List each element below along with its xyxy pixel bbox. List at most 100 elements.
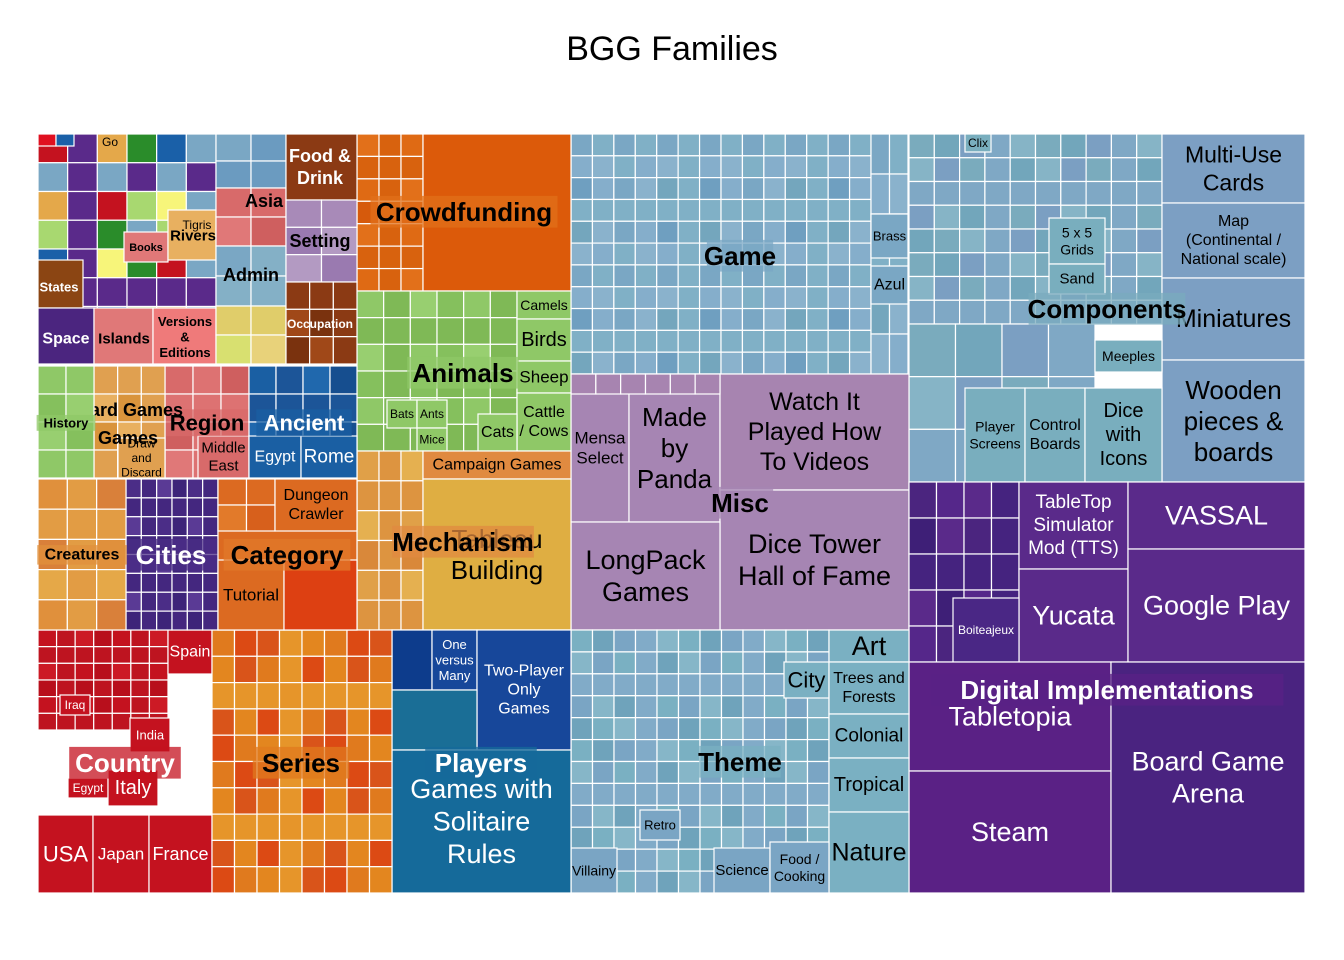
group-label-ancient: Ancient <box>264 411 345 436</box>
leaf-clix <box>964 133 992 153</box>
leaf-label-tigris: Tigris <box>183 218 212 232</box>
theme-cell <box>720 629 744 653</box>
theme-cell <box>634 629 658 653</box>
series-cell <box>278 655 303 684</box>
country-cell <box>55 646 76 664</box>
series-cell <box>256 787 281 815</box>
leaf-label-mice: Mice <box>419 433 445 447</box>
theme-cell <box>806 760 830 785</box>
game-cell <box>741 133 765 157</box>
game-cell <box>827 329 851 353</box>
leaf-label-italy: Italy <box>115 777 152 799</box>
components-cell <box>1136 133 1163 159</box>
theme-cell <box>656 870 680 894</box>
game-cell <box>677 177 701 201</box>
misc-small-cell <box>55 133 75 147</box>
series-cell <box>256 655 281 684</box>
group-label-occupation: Occupation <box>287 317 353 331</box>
leaf-label-tableau-building: Building <box>451 555 544 585</box>
game-cell <box>720 155 744 179</box>
group-label-ancient-label-bg <box>256 409 352 437</box>
leaf-label-tabletop-simulator-mod-tts: Mod (TTS) <box>1028 538 1119 559</box>
cities-cell <box>202 591 219 612</box>
group-label-digital-implementations-label-bg <box>930 673 1284 706</box>
components-cell <box>1047 323 1096 378</box>
group-label-series: Series <box>262 748 340 778</box>
leaf-label-player-screens: Player <box>975 419 1015 435</box>
group-label-islands: Islands <box>98 331 150 348</box>
cities-cell <box>202 572 219 593</box>
game-cell <box>784 307 808 331</box>
theme-cell <box>613 651 637 675</box>
cities-cell <box>171 591 188 612</box>
theme-cell <box>806 782 830 806</box>
theme-cell <box>613 629 637 653</box>
leaf-label-dice-tower-hall-of-fame: Dice Tower <box>748 529 881 559</box>
country-cell <box>148 679 169 698</box>
leaf-label-azul: Azul <box>874 277 905 294</box>
leaf-label-birds: Birds <box>521 329 567 351</box>
creatures-cell <box>37 508 68 541</box>
group-label-digital-implementations: Digital Implementations <box>960 675 1253 705</box>
game-cell <box>848 307 872 331</box>
leaf-vassal <box>1127 481 1306 550</box>
game-cell <box>698 286 722 310</box>
series-cell <box>368 629 393 657</box>
theme-cell <box>677 760 701 785</box>
series-cell <box>301 629 326 657</box>
crowdfunding-cell <box>400 245 424 270</box>
admin-cell <box>215 245 252 277</box>
country-cell <box>37 662 58 681</box>
leaf-label-control-boards: Boards <box>1030 436 1081 453</box>
digital-cell <box>908 553 938 591</box>
components-cell <box>933 204 961 230</box>
theme-cell <box>570 738 594 763</box>
leaf-art <box>828 629 910 663</box>
country-cell <box>111 712 132 731</box>
game-cell <box>827 220 851 244</box>
game-cell <box>591 220 615 244</box>
game-cell <box>613 264 636 288</box>
leaf-label-mensa-select: Mensa <box>574 428 626 447</box>
leaf-draw-and-discard <box>117 437 166 479</box>
leaf-label-google-play: Google Play <box>1143 591 1291 621</box>
game-cell <box>698 198 722 222</box>
game-cell <box>613 329 636 353</box>
leaf-yucata <box>1018 568 1129 663</box>
group-label-animals-label-bg <box>407 356 519 389</box>
theme-cell <box>677 695 701 719</box>
group-label-creatures: Creatures <box>45 547 120 564</box>
series-cell <box>346 813 371 841</box>
components-cell <box>958 204 986 230</box>
leaf-label-multi-use-cards: Cards <box>1203 169 1264 195</box>
game-cell <box>763 133 786 157</box>
mechanism-cell <box>400 599 424 631</box>
group-label-versions-editions: Editions <box>159 345 210 360</box>
game-cell <box>656 133 679 157</box>
series-cell <box>211 866 236 894</box>
leaf-label-campaign-games: Campaign Games <box>433 457 562 474</box>
game-cell <box>591 133 615 157</box>
components-cell <box>1136 228 1163 254</box>
leaf-label-draw-and-discard: Draw <box>127 437 155 451</box>
series-cell <box>256 629 281 657</box>
cities-cell <box>140 610 158 631</box>
leaf-player-screens <box>964 387 1026 483</box>
series-cell <box>211 629 236 657</box>
cities-cell <box>202 478 219 499</box>
game-cell <box>591 286 615 310</box>
ancient-cell <box>248 365 277 395</box>
leaf-label-dice-with-icons: Icons <box>1100 448 1148 470</box>
animals-cell <box>463 317 491 345</box>
leaf-label-egypt: Egypt <box>73 781 104 795</box>
game-cell <box>806 198 829 222</box>
group-label-setting: Setting <box>290 231 351 251</box>
digital-cell <box>963 553 993 591</box>
theme-cell <box>785 695 809 719</box>
misc-small-cell <box>156 162 187 193</box>
leaf-label-5-x-5-grids: 5 x 5 <box>1062 225 1093 241</box>
series-cell <box>346 787 371 815</box>
game-cell <box>888 173 909 215</box>
animals-cell <box>356 423 385 452</box>
series-cell <box>233 839 258 868</box>
